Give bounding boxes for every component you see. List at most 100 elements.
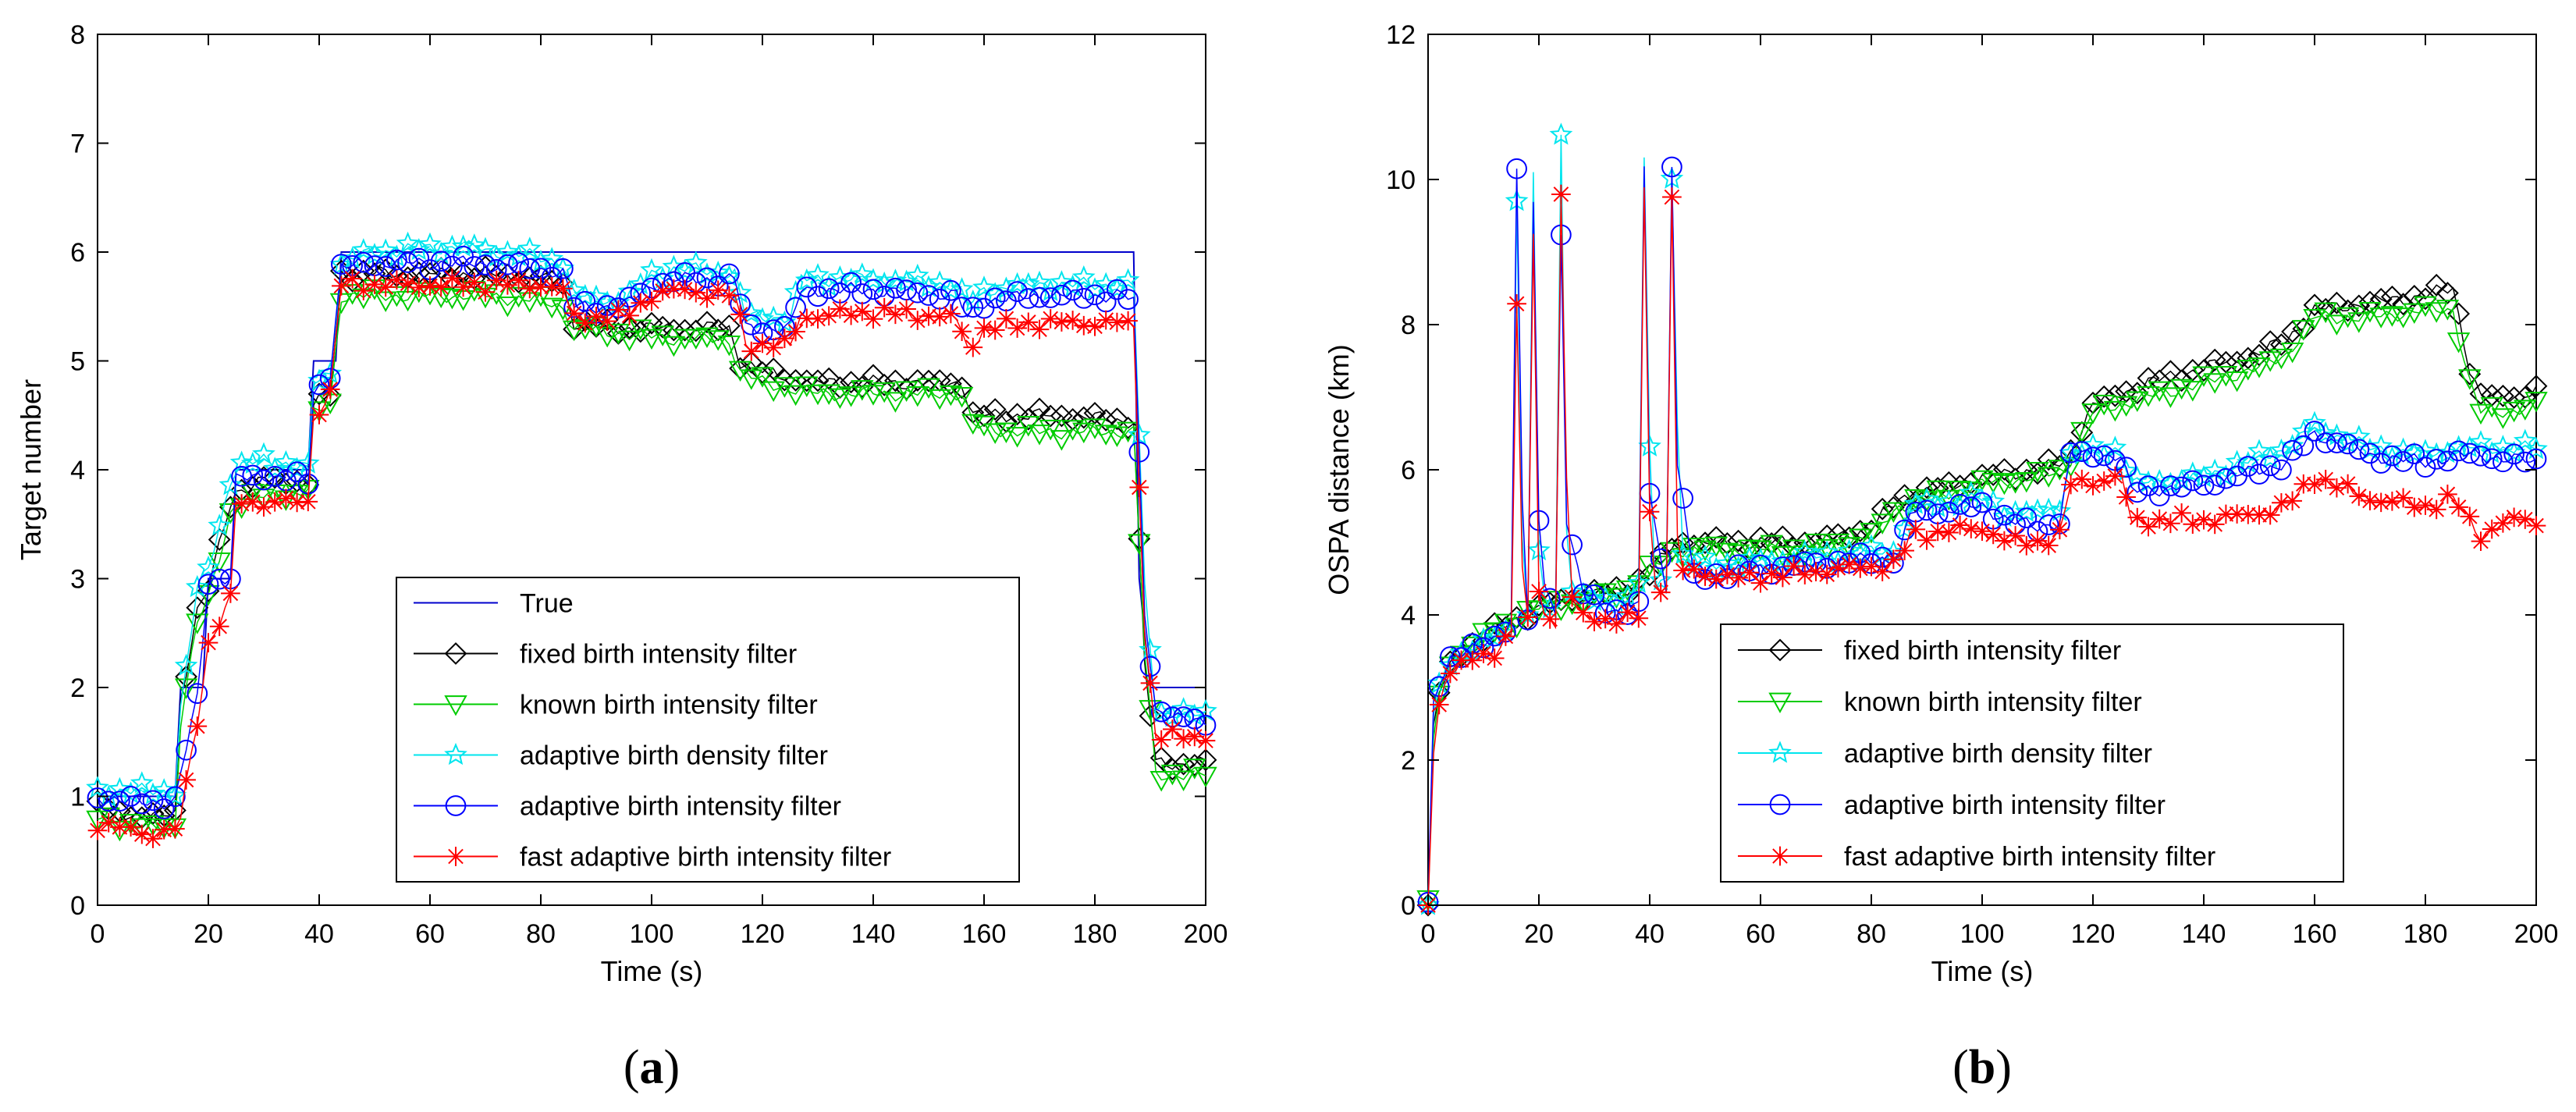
data-point [1583, 584, 1605, 606]
data-point [2370, 453, 2392, 474]
data-point [119, 813, 143, 835]
data-point [2358, 302, 2382, 323]
data-point [695, 311, 719, 334]
data-point [231, 465, 252, 487]
data-point [819, 306, 839, 326]
data-point [2304, 421, 2326, 442]
x-tick-label: 0 [91, 919, 105, 949]
data-point [906, 369, 929, 392]
legend-label: adaptive birth intensity filter [520, 792, 841, 822]
data-point [2016, 535, 2037, 556]
data-point [929, 307, 950, 327]
legend-label: known birth intensity filter [520, 691, 818, 720]
data-point [894, 381, 918, 402]
data-point [1507, 293, 1526, 314]
data-point [1771, 545, 1795, 567]
data-point [1761, 563, 1782, 584]
data-point [1638, 563, 1661, 587]
data-point [2071, 441, 2093, 462]
data-point [1506, 158, 1527, 179]
data-point [2469, 403, 2493, 425]
x-axis-label-a: Time (s) [601, 955, 703, 987]
data-point [974, 318, 994, 338]
legend-a: True fixed birth intensity filter known bi… [396, 577, 1020, 883]
data-point [907, 282, 929, 304]
data-point [2105, 466, 2125, 486]
data-point [1040, 309, 1061, 329]
data-point [952, 322, 972, 342]
data-point [519, 258, 541, 279]
legend-label: True [520, 589, 574, 619]
data-point [2247, 439, 2271, 461]
data-point [1196, 730, 1216, 751]
data-point [2194, 510, 2214, 530]
data-point [2092, 443, 2116, 466]
data-point [1028, 397, 1051, 421]
data-point [1849, 528, 1872, 549]
data-point [2294, 474, 2314, 494]
caption-a-letter: a [640, 1041, 664, 1094]
data-point [1595, 609, 1615, 629]
legend-label: fixed birth intensity filter [1844, 636, 2121, 666]
data-point [2127, 481, 2148, 503]
data-point [265, 492, 285, 512]
data-point [2137, 386, 2160, 407]
data-point [475, 282, 496, 302]
data-point [862, 385, 885, 406]
legend-box [396, 577, 1020, 883]
data-point [353, 251, 375, 273]
data-point [806, 263, 830, 286]
data-point [2093, 445, 2115, 467]
data-point [2183, 514, 2203, 535]
data-point [2404, 443, 2425, 464]
data-point [509, 270, 528, 290]
data-point [1795, 565, 1815, 584]
data-point [2037, 448, 2060, 471]
legend-b: fixed birth intensity filter known birth … [1720, 624, 2344, 883]
data-point [830, 299, 850, 319]
data-point [983, 423, 1007, 444]
data-point [121, 817, 140, 837]
data-point [662, 336, 686, 357]
data-point [274, 449, 298, 473]
data-point [2138, 517, 2159, 537]
data-point [1693, 545, 1717, 567]
data-point [2426, 499, 2446, 520]
data-point [1171, 770, 1196, 791]
data-point [2502, 401, 2526, 423]
data-point [2148, 381, 2171, 403]
x-tick-label: 40 [304, 919, 334, 949]
data-point [1662, 187, 1682, 207]
data-point [1540, 609, 1560, 629]
data-point [2393, 488, 2413, 508]
x-tick-label: 20 [194, 919, 223, 949]
caption-b-letter: b [1969, 1041, 1995, 1094]
data-point [1839, 555, 1859, 574]
data-point [1005, 427, 1029, 448]
data-point [706, 330, 730, 351]
data-point [2059, 439, 2083, 462]
data-point [431, 277, 451, 297]
data-point [142, 790, 164, 812]
data-point [551, 256, 575, 279]
data-point [2103, 400, 2127, 422]
data-point [354, 281, 374, 300]
data-point [1194, 766, 1217, 788]
data-point [2127, 507, 2148, 528]
data-point [2336, 307, 2360, 329]
data-point [1562, 587, 1582, 607]
data-point [332, 276, 351, 296]
data-point [1850, 559, 1871, 578]
data-point [174, 678, 198, 699]
data-point [286, 461, 307, 483]
data-point [2482, 519, 2502, 539]
y-tick-label: 4 [70, 456, 85, 485]
data-point [886, 304, 905, 325]
data-point [728, 280, 752, 304]
data-point [453, 277, 473, 297]
data-point [2493, 513, 2513, 533]
data-point [673, 318, 697, 342]
data-point [1105, 426, 1129, 447]
data-point [640, 258, 663, 281]
data-point [1518, 607, 1538, 627]
